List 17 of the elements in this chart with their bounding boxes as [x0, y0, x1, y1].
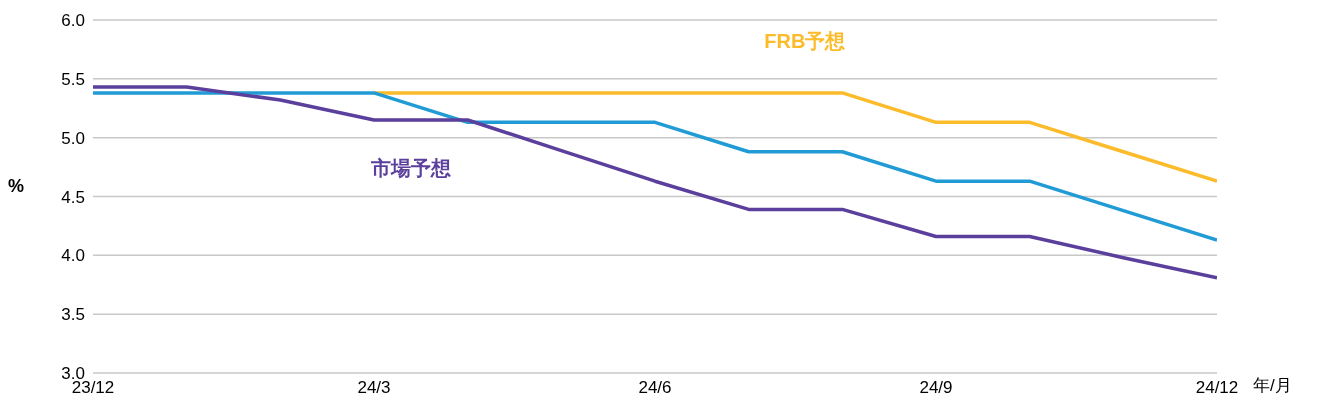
y-tick-label: 5.0 — [61, 128, 85, 148]
line-series — [372, 91, 1217, 183]
text: FRB予想 — [764, 29, 846, 52]
series-label: 市場予想 — [370, 157, 452, 180]
x-tick-label: 24/12 — [1195, 378, 1239, 398]
x-tick-label: 24/9 — [919, 378, 953, 398]
y-tick-label: 6.0 — [61, 11, 85, 31]
y-axis-title: % — [8, 176, 25, 197]
x-tick-label: 24/3 — [357, 378, 391, 398]
y-tick-label: 5.5 — [61, 69, 85, 89]
x-tick-label: 24/6 — [638, 378, 672, 398]
x-axis-title: 年/月 — [1253, 375, 1292, 397]
y-tick-label: 4.0 — [61, 246, 85, 266]
line-series — [93, 91, 1217, 242]
y-tick-label: 3.5 — [61, 305, 85, 325]
line-series — [93, 85, 1217, 280]
y-tick-label: 4.5 — [61, 187, 85, 207]
